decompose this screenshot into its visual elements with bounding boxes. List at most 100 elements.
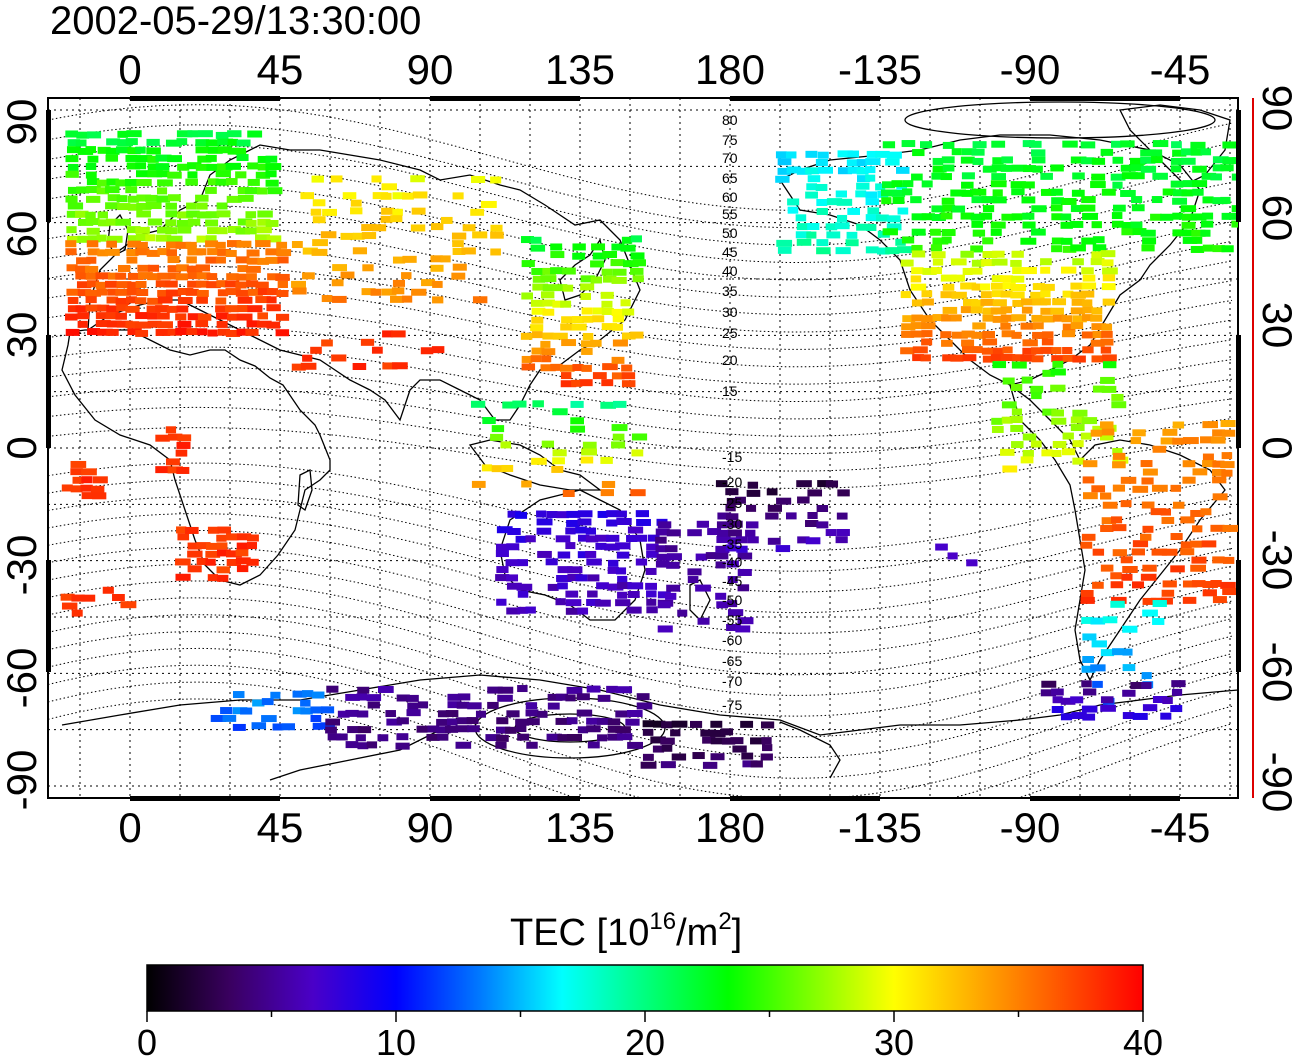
tec-cell [1121, 573, 1133, 581]
magnetic-latitude-label: 20 [722, 352, 738, 368]
tec-cell [630, 235, 642, 243]
tec-cell [246, 542, 258, 550]
tec-cell [517, 733, 530, 741]
tec-cell [85, 218, 100, 226]
tec-cell [847, 166, 864, 174]
tec-cell [1172, 501, 1185, 509]
tec-cell [1042, 369, 1055, 377]
tec-cell [921, 180, 933, 188]
tec-cell [1032, 322, 1044, 330]
lon-bottom-90: 90 [407, 804, 454, 851]
tec-cell [97, 211, 108, 219]
tec-cell [1152, 445, 1167, 453]
tec-cell [135, 162, 147, 170]
tec-cell [115, 297, 130, 305]
tec-cell [1050, 368, 1066, 376]
tec-cell [447, 718, 458, 726]
magnetic-latitude-label: 75 [722, 132, 738, 148]
tec-cell [1000, 164, 1012, 172]
tec-cell [257, 163, 269, 171]
tec-cell [1191, 580, 1206, 588]
tec-cell [592, 372, 607, 380]
tec-cell [526, 741, 538, 749]
magnetic-latitude-label: -40 [722, 554, 742, 570]
tec-cell [1030, 347, 1044, 355]
lon-bottom-m135: -135 [838, 804, 922, 851]
tec-cell [1091, 157, 1106, 165]
tec-cell [592, 307, 604, 315]
frame-tick-bars [46, 96, 1241, 801]
tec-cell [232, 691, 245, 699]
tec-cell [266, 304, 281, 312]
tec-cell [1192, 165, 1207, 173]
tec-cell [251, 722, 267, 730]
tec-cell [600, 291, 614, 299]
tec-cell [797, 536, 810, 544]
tec-cell [961, 148, 977, 156]
tec-cell [496, 526, 513, 534]
tec-cell [1150, 149, 1163, 157]
tec-cell [396, 733, 409, 741]
tec-cell [611, 372, 625, 380]
tec-cell [1052, 360, 1064, 368]
tec-cell [1002, 346, 1013, 354]
frame-tick-bar [46, 335, 51, 448]
tec-cell [412, 191, 428, 199]
tec-cell [216, 549, 231, 557]
tec-cell [550, 243, 563, 251]
tec-cell [1212, 156, 1229, 164]
tec-cell [1011, 275, 1025, 283]
tec-cell [1090, 429, 1102, 437]
tec-cell [646, 590, 657, 598]
tec-cell [665, 592, 677, 600]
tec-cell [702, 761, 718, 769]
tec-cell [157, 296, 173, 304]
tec-cell [1101, 323, 1113, 331]
tec-cell [512, 400, 527, 408]
tec-cell [1072, 440, 1084, 448]
tec-cell [1031, 156, 1046, 164]
tec-cell [186, 210, 200, 218]
tec-cell [557, 582, 568, 590]
tec-cell [71, 594, 85, 602]
tec-cell [1121, 221, 1136, 229]
tec-cell [982, 237, 994, 245]
tec-cell [366, 694, 382, 702]
tec-cell [616, 510, 627, 518]
tec-cell [155, 154, 172, 162]
tec-cell [1091, 640, 1107, 648]
tec-cell [1100, 148, 1114, 156]
tec-cell [105, 280, 117, 288]
tec-cell [105, 218, 118, 226]
tec-cell [846, 231, 858, 239]
tec-cell [490, 433, 504, 441]
tec-cell [1130, 172, 1145, 180]
tec-cell [1072, 172, 1085, 180]
tec-cell [970, 245, 983, 253]
tec-cell [671, 720, 688, 728]
tec-cell [90, 485, 105, 493]
tec-cell [1191, 556, 1207, 564]
frame-tick-bar [430, 96, 580, 101]
tec-cell [846, 159, 861, 167]
tec-cell [256, 320, 272, 328]
tec-cell [345, 741, 359, 749]
tec-cell [496, 566, 509, 574]
tec-cell [237, 194, 254, 202]
tec-cell [536, 518, 553, 526]
tec-cell [185, 241, 197, 249]
tec-cell [865, 214, 881, 222]
tec-cell [837, 489, 850, 497]
tec-cell [205, 240, 219, 248]
tec-cell [857, 175, 871, 183]
tec-cell [747, 536, 759, 544]
tec-cell [1062, 323, 1076, 331]
lon-top-m135: -135 [838, 46, 922, 93]
tec-cell [196, 211, 212, 219]
tec-cell [1161, 589, 1175, 597]
tec-cell [1030, 440, 1042, 448]
tec-cell [187, 542, 202, 550]
tec-cell [565, 694, 576, 702]
tec-cell [232, 723, 246, 731]
